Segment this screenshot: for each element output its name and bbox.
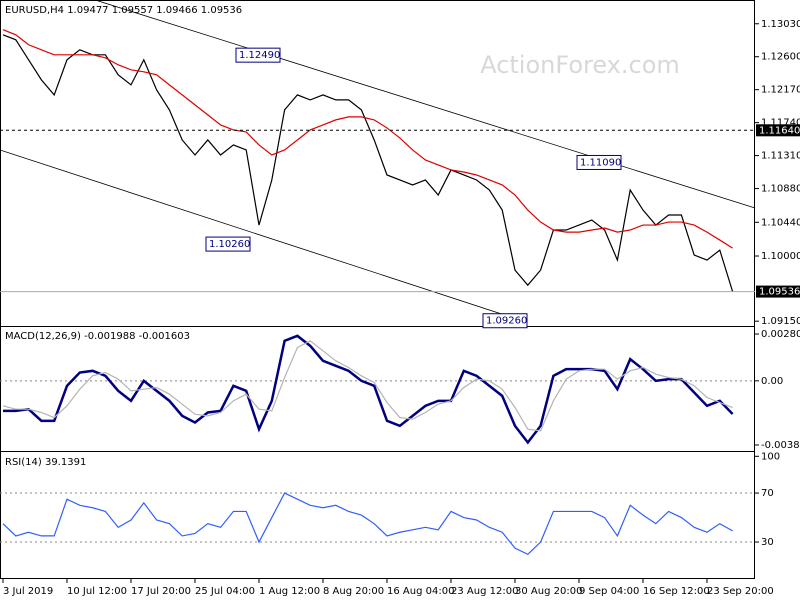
series-line <box>2 340 733 432</box>
chart-title: RSI(14) 39.1391 <box>5 457 86 468</box>
frame <box>0 0 755 579</box>
annotation-box <box>576 154 622 170</box>
x-tick-label: 25 Jul 04:00 <box>195 586 255 597</box>
annotation-label: 1.12490 <box>239 50 280 61</box>
trend-line <box>0 149 521 321</box>
annotation-box <box>235 47 281 63</box>
x-tick-label: 16 Sep 12:00 <box>643 586 710 597</box>
annotation-label: 1.09260 <box>486 316 527 327</box>
x-tick-label: 8 Aug 20:00 <box>323 586 384 597</box>
y-tick-label: 1.13030 <box>761 19 800 30</box>
x-tick-label: 16 Aug 04:00 <box>387 586 454 597</box>
x-tick-label: 1 Aug 12:00 <box>259 586 320 597</box>
y-tick-label: 30 <box>761 537 774 548</box>
x-tick-label: 10 Jul 12:00 <box>67 586 127 597</box>
annotation-box <box>482 313 528 329</box>
y-tick-label: 1.10000 <box>761 251 800 262</box>
x-tick-label: 17 Jul 20:00 <box>131 586 191 597</box>
y-tick-label: 0.002808 <box>761 329 800 340</box>
trend-line <box>93 0 756 209</box>
series-line <box>2 34 734 292</box>
current-tag <box>756 285 800 298</box>
series-line <box>2 492 733 556</box>
y-tick-label: 1.09150 <box>761 316 800 327</box>
y-tick-label: 1.11740 <box>761 118 800 129</box>
y-tick-label: 0.00 <box>761 376 783 387</box>
y-tick-label: 1.11310 <box>761 151 800 162</box>
y-tick-label: 100 <box>761 451 780 462</box>
series-line <box>3 334 734 445</box>
level-label: 1.11640 <box>759 125 800 136</box>
y-tick-label: 1.10880 <box>761 184 800 195</box>
y-tick-label: 1.12170 <box>761 85 800 96</box>
x-tick-label: 30 Aug 20:00 <box>515 586 582 597</box>
x-tick-label: 23 Aug 12:00 <box>451 586 518 597</box>
chart-title: MACD(12,26,9) -0.001988 -0.001603 <box>5 331 190 342</box>
annotation-label: 1.11090 <box>580 157 621 168</box>
watermark: ActionForex.com <box>480 51 680 79</box>
x-tick-label: 23 Sep 20:00 <box>707 586 774 597</box>
x-tick-label: 3 Jul 2019 <box>3 586 53 597</box>
y-tick-label: 70 <box>761 488 774 499</box>
level-tag <box>756 124 800 137</box>
y-tick-label: 1.12600 <box>761 52 800 63</box>
chart-title: EURUSD,H4 1.09477 1.09557 1.09466 1.0953… <box>5 5 242 16</box>
series-line <box>2 29 733 249</box>
y-tick-label: 1.10440 <box>761 217 800 228</box>
current-label: 1.09536 <box>759 287 800 298</box>
y-tick-label: -0.003848 <box>761 440 800 451</box>
x-tick-label: 9 Sep 04:00 <box>579 586 639 597</box>
annotation-box <box>205 236 251 252</box>
annotation-label: 1.10260 <box>209 239 250 250</box>
